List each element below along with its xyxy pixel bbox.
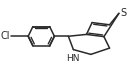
Text: Cl: Cl [1, 31, 10, 41]
Text: HN: HN [66, 54, 79, 63]
Text: S: S [120, 8, 126, 18]
